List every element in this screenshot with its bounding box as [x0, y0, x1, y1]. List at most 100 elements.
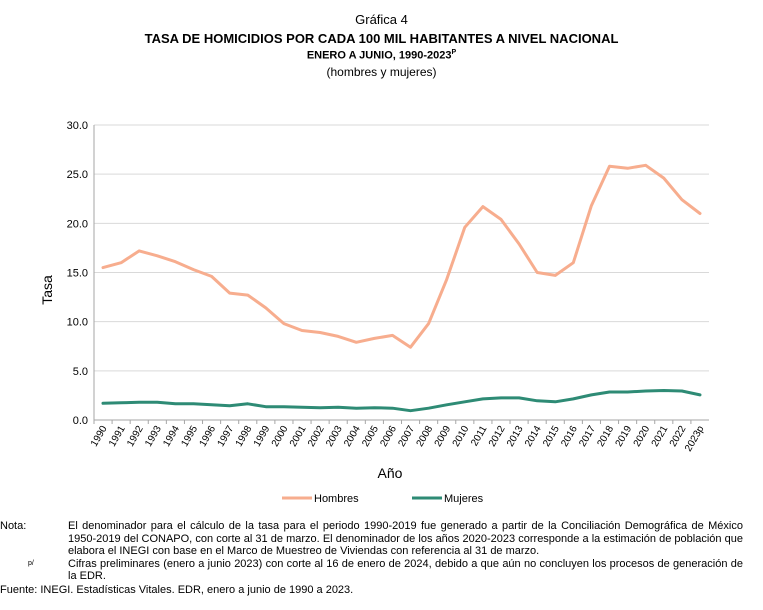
chart-subtitle: ENERO A JUNIO, 1990-2023P [0, 49, 763, 62]
data-point [644, 164, 647, 167]
data-point [101, 402, 105, 405]
x-tick-label: 2016 [559, 424, 580, 449]
x-tick-label: 2005 [360, 424, 381, 449]
data-point [355, 341, 358, 344]
data-point [572, 397, 575, 401]
x-tick-label: 2000 [270, 424, 291, 449]
y-tick-label: 30.0 [67, 120, 88, 132]
data-point [626, 390, 629, 394]
y-axis-ticks: 0.0 5.0 10.0 15.0 20.0 25.0 30.0 [67, 120, 88, 427]
x-tick-label: 2010 [451, 424, 472, 449]
x-tick-label: 1993 [143, 424, 164, 449]
x-tick-label: 2021 [650, 424, 671, 449]
data-point [608, 165, 611, 168]
notes-block: Nota: El denominador para el cálculo de … [0, 520, 743, 596]
y-tick-label: 25.0 [67, 169, 88, 181]
data-point [662, 389, 665, 392]
preliminary-label: p/ [28, 559, 34, 567]
x-tick-label: 2006 [378, 424, 399, 449]
x-axis-ticks: 1990199119921993199419951996199719981999… [89, 420, 707, 454]
y-tick-label: 0.0 [73, 415, 88, 427]
y-tick-label: 5.0 [73, 366, 88, 378]
data-point [590, 204, 593, 207]
note-text: El denominador para el cálculo de la tas… [68, 520, 743, 557]
data-point [680, 198, 684, 201]
data-point [463, 400, 467, 404]
data-point [517, 396, 521, 400]
x-tick-label: 2015 [541, 424, 562, 449]
data-point [608, 390, 611, 394]
chart-title: TASA DE HOMICIDIOS POR CADA 100 MIL HABI… [144, 31, 619, 46]
x-tick-label: 1996 [198, 424, 219, 449]
chart-subtitle-note: (hombres y mujeres) [326, 65, 437, 79]
series-line-mujeres [101, 389, 702, 413]
x-tick-label: 1990 [89, 424, 110, 449]
data-point [463, 226, 467, 229]
preliminary-note-row: p/ Cifras preliminares (enero a junio 20… [0, 558, 743, 583]
data-point [427, 407, 430, 410]
data-point [210, 403, 213, 406]
x-tick-label: 1992 [125, 424, 146, 449]
data-point [590, 393, 593, 397]
subtitle-main: ENERO A JUNIO, 1990-2023 [306, 49, 452, 62]
data-point [373, 337, 376, 340]
legend-label-hombres: Hombres [314, 493, 359, 505]
data-point [499, 218, 503, 221]
x-tick-label: 2012 [487, 424, 508, 449]
data-point [355, 407, 358, 410]
data-point [101, 266, 105, 269]
x-tick-label: 2001 [288, 424, 309, 449]
data-point [626, 167, 629, 170]
data-point [373, 406, 376, 409]
x-tick-label: 1995 [179, 424, 200, 449]
series-line-hombres [101, 163, 702, 349]
x-tick-label: 1998 [234, 424, 255, 449]
data-point [535, 271, 539, 274]
data-point [535, 399, 539, 403]
data-point [554, 400, 557, 404]
x-tick-label: 2009 [433, 424, 454, 449]
data-point [481, 397, 485, 401]
data-point [192, 268, 195, 271]
data-point [499, 396, 503, 400]
legend: Hombres Mujeres [282, 493, 484, 505]
data-point [119, 401, 123, 404]
data-point [246, 402, 249, 405]
x-tick-label: 2014 [523, 424, 544, 449]
data-point [264, 306, 268, 310]
data-point [336, 335, 340, 338]
data-point [318, 406, 322, 409]
x-tick-label: 2020 [632, 424, 653, 449]
data-point [427, 322, 430, 325]
data-point [481, 205, 485, 208]
x-tick-label: 2011 [469, 424, 489, 449]
x-tick-label: 2008 [415, 424, 436, 449]
x-tick-label: 2018 [595, 424, 616, 449]
data-point [391, 407, 394, 410]
line-chart: 0.05.010.015.020.025.030.0 1990199119921… [39, 120, 709, 505]
x-tick-label: 2017 [577, 424, 598, 449]
source-text: Fuente: INEGI. Estadísticas Vitales. EDR… [0, 583, 354, 596]
note-row: Nota: El denominador para el cálculo de … [0, 520, 743, 558]
x-tick-label: 2007 [396, 424, 417, 449]
data-point [282, 322, 286, 325]
x-axis-label: Año [378, 465, 403, 481]
data-point [391, 334, 394, 337]
data-point [174, 260, 177, 263]
figure-label: Gráfica 4 [355, 12, 408, 27]
data-point [228, 291, 231, 295]
data-point [246, 293, 249, 297]
series-lines [101, 163, 702, 413]
data-point [517, 242, 521, 246]
data-point [698, 393, 702, 397]
data-point [192, 402, 195, 405]
data-point [445, 278, 448, 281]
x-tick-label: 1994 [161, 424, 182, 449]
data-point [662, 176, 665, 180]
x-tick-label: 1997 [216, 424, 237, 449]
y-tick-label: 15.0 [67, 268, 88, 280]
data-point [174, 402, 177, 405]
note-label: Nota: [0, 520, 27, 532]
data-point [156, 401, 159, 404]
data-point [210, 275, 213, 278]
